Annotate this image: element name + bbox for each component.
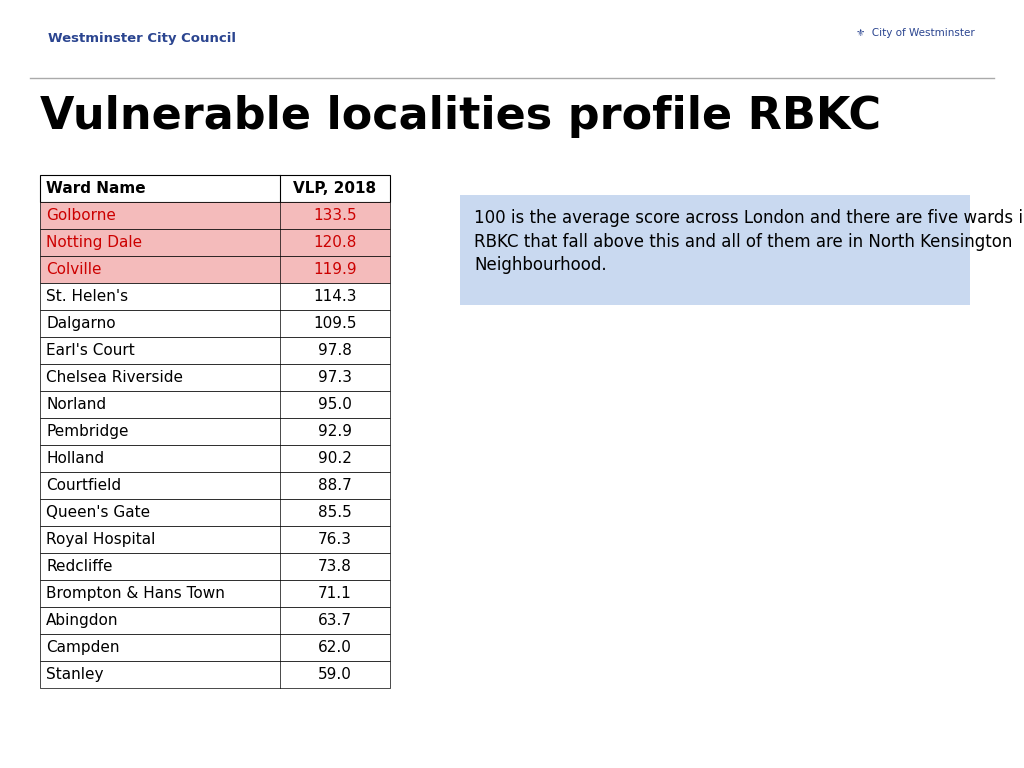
Text: Ward Name: Ward Name [46, 181, 145, 196]
Bar [40, 472, 390, 499]
Text: 90.2: 90.2 [318, 451, 352, 466]
Text: Abingdon: Abingdon [46, 613, 119, 628]
Text: 73.8: 73.8 [318, 559, 352, 574]
Text: Campden: Campden [46, 640, 120, 655]
Text: VLP, 2018: VLP, 2018 [294, 181, 377, 196]
Text: Redcliffe: Redcliffe [46, 559, 113, 574]
Bar [40, 445, 390, 472]
Text: 114.3: 114.3 [313, 289, 356, 304]
Text: Colville: Colville [46, 262, 101, 277]
Text: 133.5: 133.5 [313, 208, 356, 223]
Bar [40, 499, 390, 526]
Text: 97.8: 97.8 [318, 343, 352, 358]
Bar [40, 337, 390, 364]
Text: Brompton & Hans Town: Brompton & Hans Town [46, 586, 225, 601]
Bar [40, 391, 390, 418]
Text: Stanley: Stanley [46, 667, 103, 682]
Text: 97.3: 97.3 [318, 370, 352, 385]
Text: 109.5: 109.5 [313, 316, 356, 331]
Text: Dalgarno: Dalgarno [46, 316, 116, 331]
Bar [40, 607, 390, 634]
Text: 88.7: 88.7 [318, 478, 352, 493]
Bar [40, 661, 390, 688]
Text: 85.5: 85.5 [318, 505, 352, 520]
Bar [40, 580, 390, 607]
Text: 59.0: 59.0 [318, 667, 352, 682]
Text: 92.9: 92.9 [318, 424, 352, 439]
Text: Courtfield: Courtfield [46, 478, 121, 493]
Bar [40, 229, 390, 256]
Text: St. Helen's: St. Helen's [46, 289, 128, 304]
Text: 119.9: 119.9 [313, 262, 356, 277]
Text: 100 is the average score across London and there are five wards in
RBKC that fal: 100 is the average score across London a… [474, 209, 1024, 274]
Text: Royal Hospital: Royal Hospital [46, 532, 156, 547]
Text: Queen's Gate: Queen's Gate [46, 505, 151, 520]
Bar [40, 364, 390, 391]
Bar [40, 418, 390, 445]
Text: Vulnerable localities profile RBKC: Vulnerable localities profile RBKC [40, 95, 881, 138]
Text: 62.0: 62.0 [318, 640, 352, 655]
Text: Earl's Court: Earl's Court [46, 343, 135, 358]
Bar [40, 553, 390, 580]
Bar [40, 283, 390, 310]
Text: Norland: Norland [46, 397, 106, 412]
Text: Golborne: Golborne [46, 208, 116, 223]
Bar [40, 526, 390, 553]
Text: 63.7: 63.7 [318, 613, 352, 628]
Bar [40, 634, 390, 661]
Text: Westminster City Council: Westminster City Council [48, 32, 236, 45]
Text: 76.3: 76.3 [318, 532, 352, 547]
Text: Holland: Holland [46, 451, 104, 466]
Bar [40, 202, 390, 229]
Text: ⚜  City of Westminster: ⚜ City of Westminster [856, 28, 975, 38]
Text: Pembridge: Pembridge [46, 424, 128, 439]
Text: 120.8: 120.8 [313, 235, 356, 250]
Text: 71.1: 71.1 [318, 586, 352, 601]
Bar [40, 310, 390, 337]
Text: 95.0: 95.0 [318, 397, 352, 412]
Bar [40, 175, 390, 202]
Text: Notting Dale: Notting Dale [46, 235, 142, 250]
Bar [460, 195, 970, 305]
Bar [40, 256, 390, 283]
Text: Chelsea Riverside: Chelsea Riverside [46, 370, 183, 385]
